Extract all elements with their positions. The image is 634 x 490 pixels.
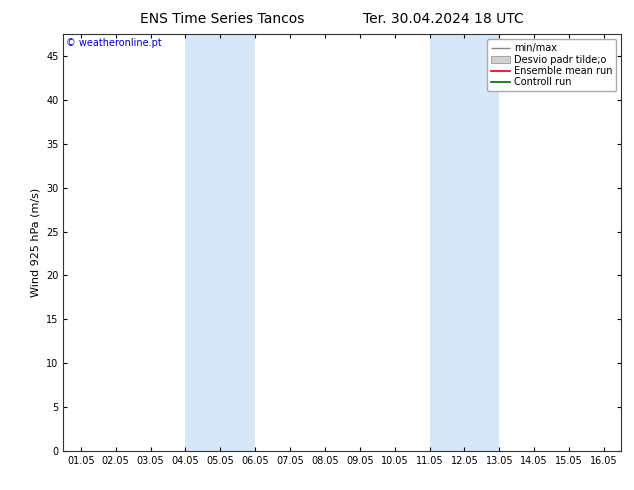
- Legend: min/max, Desvio padr tilde;o, Ensemble mean run, Controll run: min/max, Desvio padr tilde;o, Ensemble m…: [487, 39, 616, 91]
- Bar: [185, 34, 255, 451]
- Bar: [429, 34, 500, 451]
- Text: Ter. 30.04.2024 18 UTC: Ter. 30.04.2024 18 UTC: [363, 12, 524, 26]
- Text: ENS Time Series Tancos: ENS Time Series Tancos: [139, 12, 304, 26]
- Text: © weatheronline.pt: © weatheronline.pt: [66, 38, 162, 49]
- Y-axis label: Wind 925 hPa (m/s): Wind 925 hPa (m/s): [30, 188, 41, 297]
